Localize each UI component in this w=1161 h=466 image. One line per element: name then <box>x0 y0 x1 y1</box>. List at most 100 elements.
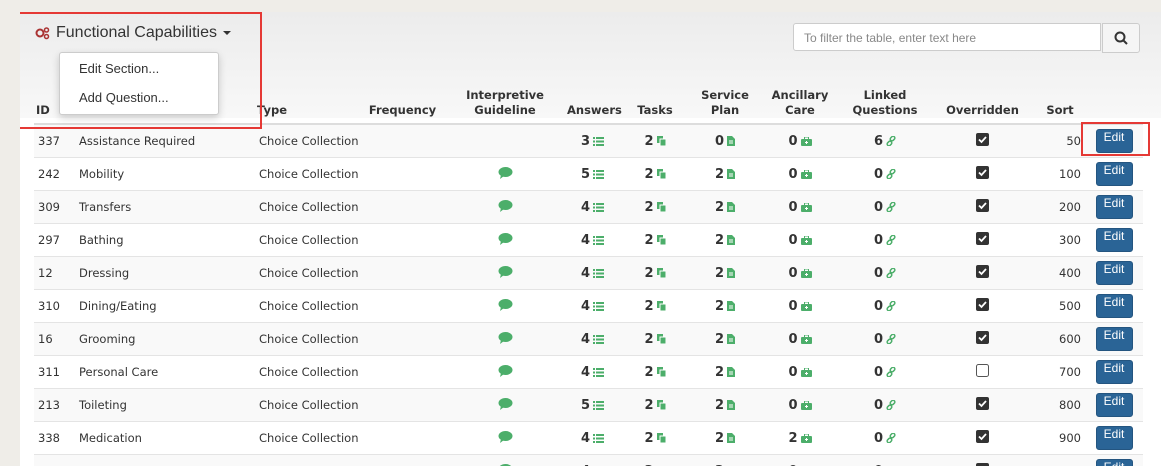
service-plan-count: 2 <box>714 232 725 248</box>
tasks-count: 2 <box>644 298 654 314</box>
overridden-checkbox[interactable] <box>976 232 989 248</box>
frequency-cell <box>360 123 445 158</box>
column-header: Tasks <box>620 12 690 125</box>
questions-table: ID Type Frequency Interpretive Guideline Ans… <box>34 12 1143 466</box>
tasks-cell: 2 <box>620 157 690 191</box>
type-cell: Choice Collection <box>255 322 360 356</box>
tasks-count: 2 <box>644 133 654 149</box>
ancillary-count: 0 <box>788 397 798 413</box>
edit-button[interactable]: Edit <box>1095 294 1133 318</box>
service-plan-cell: 2 <box>690 355 760 389</box>
service-plan-cell: 2 <box>690 190 760 224</box>
sort-cell: 600 <box>1035 322 1085 356</box>
edit-cell: Edit <box>1085 454 1143 466</box>
edit-button[interactable]: Edit <box>1095 228 1133 252</box>
guideline-cell <box>445 388 565 422</box>
linked-cell: 0 <box>840 157 930 191</box>
service-plan-cell: 2 <box>690 223 760 257</box>
type-cell: Choice Collection <box>255 289 360 323</box>
column-header: Service Plan <box>690 12 760 125</box>
linked-cell: 0 <box>840 355 930 389</box>
edit-button[interactable]: Edit <box>1095 459 1133 466</box>
edit-button[interactable]: Edit <box>1095 129 1133 153</box>
type-cell: Choice Collection <box>255 190 360 224</box>
id-cell: 12 <box>34 256 75 290</box>
linked-count: 0 <box>873 397 884 413</box>
type-cell: Choice Collection <box>255 421 360 455</box>
sort-cell: 700 <box>1035 355 1085 389</box>
name-cell: Bathing <box>75 223 255 257</box>
overridden-checkbox[interactable] <box>976 265 989 281</box>
answers-cell: 4 <box>565 256 620 290</box>
overridden-checkbox[interactable] <box>976 463 989 466</box>
dropdown-menu: Edit Section... Add Question... <box>59 52 219 115</box>
tasks-count: 2 <box>644 464 653 466</box>
overridden-cell <box>930 355 1035 389</box>
service-plan-count: 2 <box>714 364 725 380</box>
menu-item[interactable]: Add Question... <box>79 90 169 105</box>
service-plan-cell: 2 <box>690 421 760 455</box>
panel: Functional Capabilities To filter the ta… <box>20 12 1161 466</box>
edit-button[interactable]: Edit <box>1095 360 1133 384</box>
linked-cell: 0 <box>840 454 930 466</box>
answers-cell: 4 <box>565 289 620 323</box>
overridden-cell <box>930 256 1035 290</box>
menu-item[interactable]: Edit Section... <box>79 61 160 76</box>
edit-button[interactable]: Edit <box>1095 195 1133 219</box>
overridden-checkbox[interactable] <box>976 430 989 446</box>
linked-count: 0 <box>873 232 884 248</box>
linked-count: 0 <box>873 364 884 380</box>
table-row: 297 Bathing Choice Collection 4 2 2 0 0 300 Edit <box>34 223 1143 257</box>
answers-count: 4 <box>580 265 591 281</box>
ancillary-count: 0 <box>788 364 798 380</box>
ancillary-cell: 0 <box>760 454 840 466</box>
answers-count: 4 <box>580 199 591 215</box>
tasks-cell: 2 <box>620 123 690 158</box>
overridden-cell <box>930 322 1035 356</box>
guideline-cell <box>445 355 565 389</box>
edit-button[interactable]: Edit <box>1095 426 1133 450</box>
overridden-checkbox[interactable] <box>976 199 989 215</box>
answers-cell: 4 <box>565 322 620 356</box>
edit-button[interactable]: Edit <box>1095 393 1133 417</box>
table-row: 338 Medication Choice Collection 4 2 2 2 0 900 Ed… <box>34 421 1143 455</box>
service-plan-count: 2 <box>714 265 725 281</box>
tasks-cell: 2 <box>620 421 690 455</box>
table-row: 12 Dressing Choice Collection 4 2 2 0 0 400 Edit <box>34 256 1143 290</box>
highlight-box <box>1081 122 1150 156</box>
edit-button[interactable]: Edit <box>1095 327 1133 351</box>
guideline-cell <box>445 421 565 455</box>
tasks-count: 2 <box>644 430 654 446</box>
table-row: 376Medication (AL Plus)Choice Collection… <box>34 454 1143 466</box>
answers-cell: 5 <box>565 388 620 422</box>
linked-cell: 0 <box>840 289 930 323</box>
frequency-cell <box>360 256 445 290</box>
guideline-cell <box>445 454 565 466</box>
linked-cell: 0 <box>840 223 930 257</box>
overridden-checkbox[interactable] <box>976 298 989 314</box>
ancillary-cell: 0 <box>760 289 840 323</box>
overridden-checkbox[interactable] <box>976 166 989 182</box>
service-plan-count: 0 <box>714 133 725 149</box>
ancillary-cell: 0 <box>760 355 840 389</box>
linked-count: 0 <box>874 464 883 466</box>
overridden-cell <box>930 454 1035 466</box>
ancillary-count: 0 <box>788 265 798 281</box>
linked-cell: 0 <box>840 190 930 224</box>
table-row: 16 Grooming Choice Collection 4 2 2 0 0 600 Edit <box>34 322 1143 356</box>
service-plan-count: 2 <box>714 166 725 182</box>
edit-cell: Edit <box>1085 157 1143 191</box>
service-plan-count: 2 <box>714 430 725 446</box>
service-plan-count: 2 <box>714 331 725 347</box>
overridden-checkbox[interactable] <box>976 133 989 149</box>
column-header: Ancillary Care <box>760 12 840 125</box>
answers-count: 3 <box>580 133 591 149</box>
overridden-cell <box>930 223 1035 257</box>
overridden-checkbox[interactable] <box>976 331 989 347</box>
service-plan-cell: 2 <box>690 256 760 290</box>
edit-button[interactable]: Edit <box>1095 261 1133 285</box>
id-cell: 376 <box>34 454 75 466</box>
edit-button[interactable]: Edit <box>1095 162 1133 186</box>
overridden-checkbox[interactable] <box>976 397 989 413</box>
overridden-checkbox[interactable] <box>976 364 989 380</box>
